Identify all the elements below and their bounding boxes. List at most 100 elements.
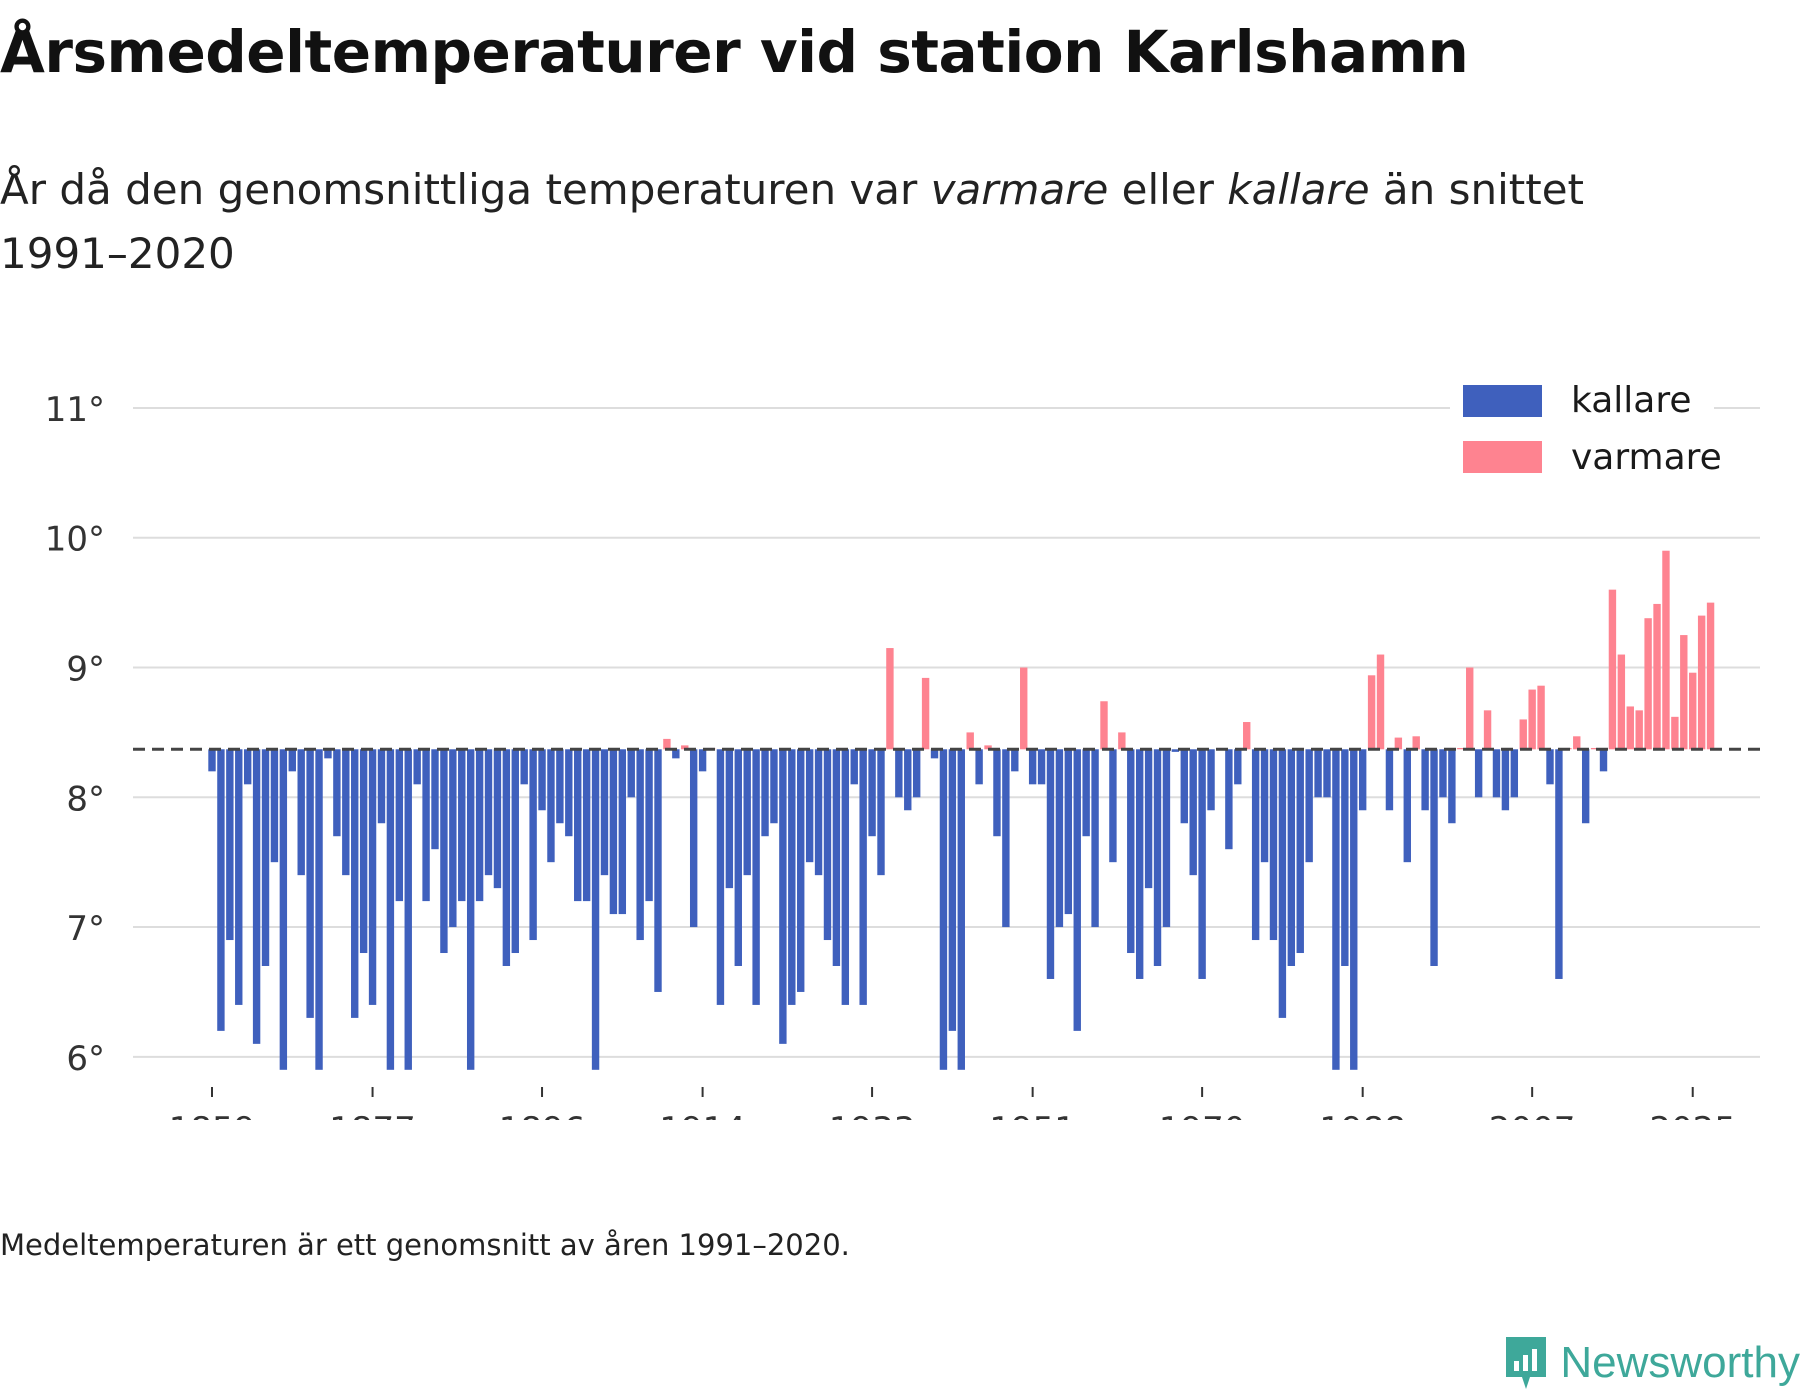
bar-kallare-1943 xyxy=(957,749,965,1070)
y-tick-label: 11° xyxy=(45,390,105,430)
y-tick-label: 6° xyxy=(66,1039,105,1079)
bar-kallare-1936 xyxy=(895,749,903,798)
bar-kallare-1991 xyxy=(1385,749,1394,811)
bar-kallare-1986 xyxy=(1341,749,1349,966)
bar-varmare-2026 xyxy=(1697,615,1706,750)
bar-kallare-1995 xyxy=(1421,749,1429,811)
bar-varmare-2014 xyxy=(1590,747,1599,750)
bar-kallare-1869 xyxy=(297,749,305,876)
bar-kallare-1884 xyxy=(431,749,439,850)
bar-kallare-1974 xyxy=(1234,749,1242,785)
bar-kallare-1892 xyxy=(502,749,511,966)
bar-kallare-2010 xyxy=(1555,749,1563,979)
bar-kallare-1902 xyxy=(591,749,600,1070)
bar-varmare-2017 xyxy=(1617,654,1626,750)
bar-kallare-1894 xyxy=(520,749,528,785)
bar-varmare-1912 xyxy=(681,745,689,750)
bar-kallare-1862 xyxy=(235,749,243,1005)
bar-kallare-1879 xyxy=(386,749,395,1070)
bar-kallare-1860 xyxy=(217,749,225,1031)
chart-title: Årsmedeltemperaturer vid station Karlsha… xyxy=(0,18,1469,86)
bar-kallare-1942 xyxy=(948,749,957,1031)
bar-kallare-1964 xyxy=(1144,749,1153,889)
bar-kallare-1875 xyxy=(351,749,359,1018)
subtitle-warm-word: varmare xyxy=(930,165,1109,214)
bar-varmare-2024 xyxy=(1680,635,1688,750)
bar-kallare-1883 xyxy=(422,749,430,902)
bar-kallare-1923 xyxy=(779,749,787,1044)
bar-kallare-1947 xyxy=(993,749,1001,837)
bar-kallare-1896 xyxy=(538,749,546,811)
bar-kallare-1868 xyxy=(288,749,296,772)
bar-varmare-2002 xyxy=(1483,710,1492,750)
bar-varmare-1999 xyxy=(1457,747,1465,750)
bar-kallare-1979 xyxy=(1278,749,1287,1018)
bar-kallare-1976 xyxy=(1251,749,1260,941)
bar-varmare-1989 xyxy=(1367,675,1376,750)
bar-varmare-2018 xyxy=(1626,706,1634,750)
bar-kallare-2004 xyxy=(1501,749,1510,811)
bar-kallare-1996 xyxy=(1430,749,1438,966)
bar-kallare-1983 xyxy=(1314,749,1322,798)
bar-kallare-1881 xyxy=(404,749,412,1070)
bar-varmare-1961 xyxy=(1118,732,1126,750)
bar-kallare-1890 xyxy=(484,749,493,876)
bar-kallare-1934 xyxy=(877,749,885,876)
y-tick-label: 10° xyxy=(45,520,105,560)
bars xyxy=(208,550,1715,1070)
x-tick-label: 1933 xyxy=(829,1110,916,1120)
x-tick-label: 2007 xyxy=(1489,1110,1576,1120)
bar-kallare-1925 xyxy=(797,749,805,992)
bar-kallare-2005 xyxy=(1510,749,1519,798)
bar-kallare-2001 xyxy=(1474,749,1483,798)
bar-kallare-1987 xyxy=(1350,749,1358,1070)
x-tick-label: 1988 xyxy=(1319,1110,1406,1120)
brand-name: Newsworthy xyxy=(1560,1338,1800,1387)
bar-varmare-2022 xyxy=(1662,550,1670,750)
bar-kallare-1918 xyxy=(734,749,742,966)
bar-kallare-1876 xyxy=(359,749,368,954)
x-tick-label: 1896 xyxy=(499,1110,586,1120)
bar-kallare-1924 xyxy=(788,749,796,1005)
bar-varmare-1950 xyxy=(1020,667,1028,750)
bar-kallare-1866 xyxy=(270,749,279,863)
bar-kallare-1877 xyxy=(368,749,377,1005)
bar-kallare-1882 xyxy=(413,749,421,785)
bar-kallare-1865 xyxy=(261,749,270,966)
newsworthy-logo-icon xyxy=(1506,1337,1547,1389)
x-tick-label: 2025 xyxy=(1649,1110,1736,1120)
bar-varmare-2019 xyxy=(1635,710,1643,750)
bar-kallare-2013 xyxy=(1581,749,1590,824)
legend-label-kallare: kallare xyxy=(1571,380,1692,421)
footnote: Medeltemperaturen är ett genomsnitt av å… xyxy=(0,1228,850,1262)
bar-kallare-1926 xyxy=(805,749,814,863)
bar-varmare-2006 xyxy=(1519,719,1527,750)
bar-varmare-2007 xyxy=(1528,689,1536,750)
bar-kallare-1938 xyxy=(912,749,921,798)
bar-kallare-1901 xyxy=(582,749,591,902)
bar-varmare-1939 xyxy=(921,677,930,750)
bar-kallare-1920 xyxy=(752,749,760,1005)
bar-kallare-1973 xyxy=(1225,749,1233,850)
bar-kallare-1859 xyxy=(208,749,216,772)
bar-kallare-1907 xyxy=(636,749,644,941)
bar-kallare-1948 xyxy=(1002,749,1010,928)
bar-kallare-1888 xyxy=(466,749,475,1070)
bar-kallare-1921 xyxy=(761,749,769,837)
bar-varmare-1910 xyxy=(663,738,671,750)
bar-kallare-1929 xyxy=(832,749,841,966)
bar-kallare-1980 xyxy=(1287,749,1296,966)
bar-kallare-1982 xyxy=(1305,749,1313,863)
bar-kallare-1993 xyxy=(1403,749,1411,863)
bar-kallare-1914 xyxy=(698,749,707,772)
bar-kallare-1872 xyxy=(324,749,332,759)
bar-kallare-1930 xyxy=(841,749,850,1005)
bar-kallare-1928 xyxy=(823,749,832,941)
bar-kallare-1956 xyxy=(1073,749,1081,1031)
bar-kallare-1904 xyxy=(609,749,618,915)
bar-kallare-1864 xyxy=(252,749,261,1044)
subtitle-middle: eller xyxy=(1108,165,1228,214)
subtitle-suffix: än snittet 1991–2020 xyxy=(0,165,1585,278)
bar-kallare-1863 xyxy=(243,749,252,785)
bar-kallare-1952 xyxy=(1037,749,1046,785)
